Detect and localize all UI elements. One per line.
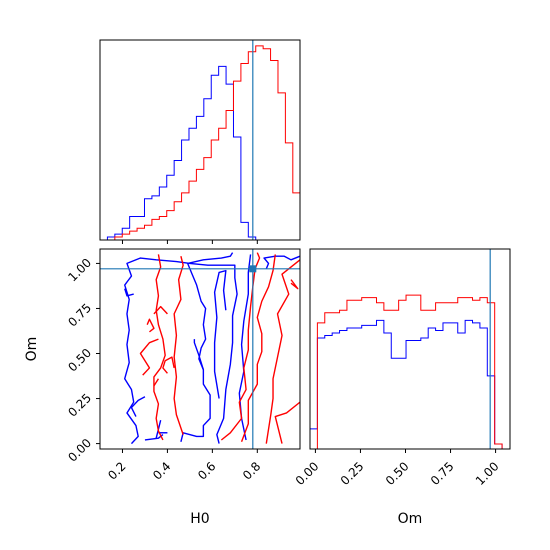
- contour-series-1-path-3: [240, 254, 276, 443]
- h0-histogram-frame: [99, 39, 301, 241]
- om-histogram-frame: [309, 248, 511, 450]
- contour-series-0-path-2: [213, 269, 227, 399]
- contour-series-0-path-0: [180, 252, 234, 442]
- contour-series-0-path-4: [263, 255, 300, 270]
- om-y-tick-label: 1.00: [65, 256, 94, 285]
- h0-tick-label: 0.6: [195, 459, 218, 482]
- contour-series-1-path-4: [265, 259, 300, 444]
- om-histogram-series-1: [310, 294, 510, 450]
- contour-series-0-path-7: [193, 339, 205, 370]
- truth-point-marker: [249, 265, 257, 273]
- h0-histogram-panel: [99, 39, 301, 244]
- contour-series-0-path-5: [130, 396, 146, 417]
- om-y-tick-label: 0.00: [65, 436, 94, 465]
- contour-series-1-path-2: [220, 252, 261, 441]
- contour-series-0-path-6: [124, 288, 134, 297]
- contour-series-0-path-1: [124, 257, 238, 445]
- om-tick-label: 0.25: [338, 459, 367, 488]
- contour-series-1-path-6: [290, 279, 299, 290]
- om-histogram-series-0: [309, 319, 510, 450]
- om-tick-label: 0.00: [293, 459, 322, 488]
- h0-axis-label: H0: [190, 511, 209, 527]
- contour-series-1-path-8: [139, 338, 159, 376]
- om-tick-label: 1.00: [473, 459, 502, 488]
- om-histogram-panel: 0.00 0.25 0.50 0.75 1.00: [293, 248, 511, 488]
- contour-series-1-path-5: [274, 401, 300, 444]
- contour-group: [100, 249, 300, 449]
- om-axis-label: Om: [398, 511, 423, 527]
- h0-histogram-series-0: [100, 65, 300, 241]
- contour-series-1-path-7: [162, 356, 175, 374]
- h0-tick-label: 0.2: [105, 459, 128, 482]
- contour-series-1-path-10: [153, 305, 168, 315]
- om-y-tick-label: 0.75: [65, 301, 94, 330]
- om-y-tick-label: 0.25: [65, 391, 94, 420]
- contour-series-1-path-11: [153, 378, 160, 387]
- om-y-tick-label: 0.50: [65, 346, 94, 375]
- om-y-axis-label: Om: [24, 337, 40, 362]
- contour-series-1-path-1: [173, 256, 184, 435]
- contour-series-1-path-9: [146, 318, 155, 333]
- h0-histogram-series-1: [100, 45, 301, 241]
- contour-frame: [99, 248, 301, 450]
- h0-tick-label: 0.8: [240, 459, 263, 482]
- om-tick-label: 0.75: [428, 459, 457, 488]
- contour-series-1-path-0: [153, 254, 166, 441]
- h0-tick-label: 0.4: [150, 459, 173, 482]
- h0-om-contour-panel: 0.2 0.4 0.6 0.8 0.00 0.25 0.50 0.75 1.00: [65, 248, 301, 483]
- om-tick-label: 0.50: [383, 459, 412, 488]
